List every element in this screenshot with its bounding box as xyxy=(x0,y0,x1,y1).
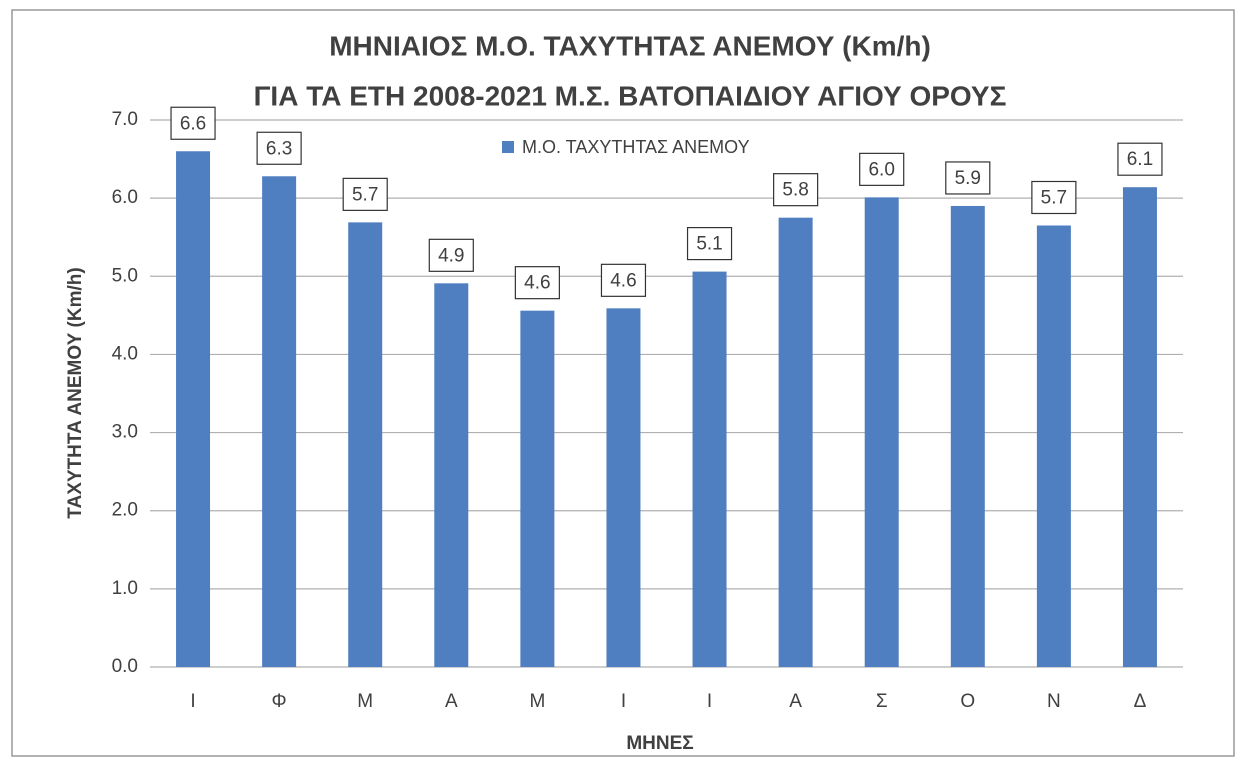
bar xyxy=(864,197,899,667)
x-tick-label: Ν xyxy=(1047,691,1061,712)
data-label: 4.6 xyxy=(524,273,550,294)
x-tick-label: Α xyxy=(789,691,802,712)
data-label: 4.9 xyxy=(438,245,464,266)
data-label: 5.9 xyxy=(955,168,981,189)
x-tick-label: Ι xyxy=(707,691,712,712)
legend-swatch xyxy=(502,141,514,153)
bar xyxy=(1036,225,1071,667)
bar xyxy=(434,283,469,667)
x-tick-label: Ι xyxy=(621,691,626,712)
data-label-box xyxy=(1117,142,1163,176)
data-label: 6.3 xyxy=(266,138,292,159)
data-label-box xyxy=(600,263,647,297)
bar xyxy=(1122,187,1157,667)
y-tick-label: 0.0 xyxy=(112,656,138,677)
y-tick-label: 6.0 xyxy=(112,187,138,208)
y-tick-label: 7.0 xyxy=(112,109,138,130)
data-label-box xyxy=(686,226,733,261)
bar xyxy=(950,205,985,667)
bar xyxy=(262,176,297,667)
x-tick-label: Σ xyxy=(876,691,888,712)
data-label-box xyxy=(859,152,905,186)
data-label-box xyxy=(170,106,216,140)
x-tick-label: Μ xyxy=(357,691,373,712)
bar xyxy=(520,310,555,667)
chart-subtitle: ΓΙΑ ΤΑ ΕΤΗ 2008-2021 Μ.Σ. ΒΑΤΟΠΑΙΔΙΟΥ ΑΓ… xyxy=(254,80,1007,111)
data-label-box xyxy=(773,173,819,207)
y-tick-label: 3.0 xyxy=(112,422,138,443)
bar xyxy=(348,222,383,668)
data-label-box xyxy=(342,177,388,211)
bar xyxy=(692,271,727,667)
x-tick-label: Φ xyxy=(272,691,287,712)
data-label-box xyxy=(428,238,474,272)
y-tick-label: 5.0 xyxy=(112,265,138,286)
data-label: 5.8 xyxy=(782,180,808,201)
data-label-box xyxy=(256,131,302,165)
x-axis-label: ΜΗΝΕΣ xyxy=(626,733,693,754)
legend-label: Μ.Ο. ΤΑΧΥΤΗΤΑΣ ΑΝΕΜΟΥ xyxy=(522,137,750,157)
data-label: 6.0 xyxy=(868,159,894,180)
y-axis-label: ΤΑΧΥΤΗΤΑ ΑΝΕΜΟΥ (Km/h) xyxy=(65,267,86,518)
data-label: 5.7 xyxy=(352,184,378,205)
x-tick-label: Δ xyxy=(1134,691,1147,712)
x-tick-label: Μ xyxy=(529,691,545,712)
data-label: 5.7 xyxy=(1041,188,1067,209)
chart-title: ΜΗΝΙΑΙΟΣ Μ.Ο. ΤΑΧΥΤΗΤΑΣ ΑΝΕΜΟΥ (Km/h) xyxy=(329,30,931,61)
data-label-box xyxy=(1031,180,1077,215)
bar xyxy=(176,151,211,667)
bar xyxy=(606,308,641,667)
y-tick-label: 1.0 xyxy=(112,578,138,599)
data-label-box xyxy=(514,266,560,300)
data-label: 5.1 xyxy=(696,234,722,255)
data-label: 4.6 xyxy=(610,270,636,291)
y-tick-label: 4.0 xyxy=(112,343,138,364)
x-tick-label: Ι xyxy=(190,691,195,712)
data-label-box xyxy=(945,161,991,195)
chart-border xyxy=(11,9,1235,757)
y-tick-label: 2.0 xyxy=(112,500,138,521)
data-label: 6.6 xyxy=(180,113,206,134)
x-tick-label: Ο xyxy=(960,691,975,712)
bar xyxy=(778,217,813,667)
x-tick-label: Α xyxy=(445,691,458,712)
data-label: 6.1 xyxy=(1127,149,1153,170)
